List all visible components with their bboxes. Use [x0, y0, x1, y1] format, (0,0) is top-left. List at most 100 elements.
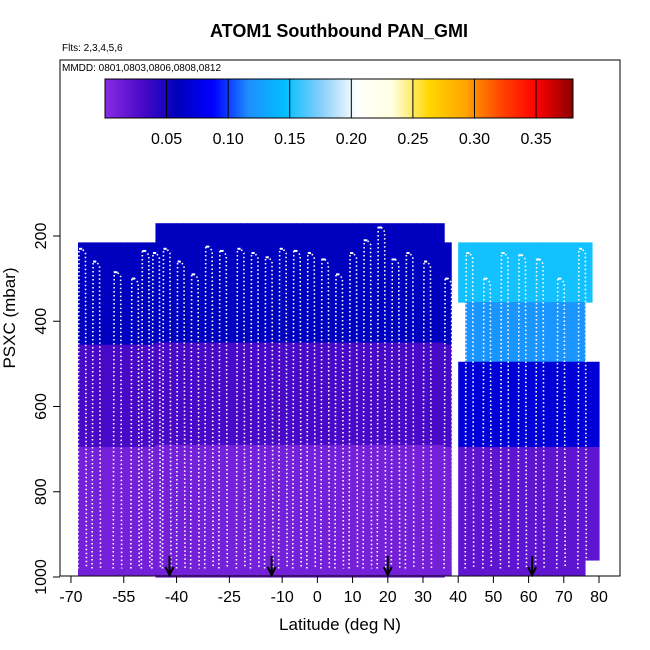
heatmap-cell [225, 402, 234, 412]
heatmap-cell [366, 351, 375, 361]
heatmap-cell [514, 549, 523, 559]
heatmap-cell [556, 412, 565, 423]
heatmap-cell [366, 342, 375, 352]
heatmap-cell [239, 351, 248, 361]
heatmap-cell [113, 387, 121, 397]
heatmap-cell [99, 404, 107, 414]
heatmap-cell [500, 464, 509, 474]
heatmap-cell [282, 231, 290, 241]
heatmap-cell [204, 299, 213, 310]
heatmap-cell [197, 299, 206, 310]
heatmap-cell [218, 223, 227, 233]
heatmap-cell [211, 538, 220, 548]
heatmap-cell [437, 547, 445, 557]
heatmap-cell [387, 299, 396, 310]
heatmap-cell [190, 555, 199, 565]
heatmap-cell [458, 472, 466, 482]
heatmap-cell [352, 496, 361, 506]
heatmap-cell [275, 308, 283, 318]
heatmap-cell [521, 310, 530, 320]
heatmap-cell [92, 344, 100, 354]
heatmap-cell [296, 513, 304, 523]
heatmap-cell [486, 395, 494, 405]
heatmap-cell [479, 370, 487, 380]
heatmap-cell [359, 316, 368, 327]
heatmap-cell [556, 446, 565, 457]
heatmap-cell [542, 336, 551, 346]
heatmap-cell [430, 504, 438, 514]
heatmap-cell [169, 521, 178, 531]
heatmap-cell [303, 316, 311, 327]
heatmap-cell [190, 564, 199, 574]
heatmap-cell [92, 378, 100, 388]
heatmap-cell [493, 412, 502, 423]
heatmap-cell [261, 496, 269, 506]
heatmap-cell [324, 308, 333, 318]
heatmap-cell [169, 325, 178, 335]
heatmap-cell [479, 259, 487, 269]
heatmap-cell [408, 538, 417, 548]
heatmap-cell [549, 481, 558, 491]
heatmap-cell [345, 385, 354, 395]
heatmap-cell [99, 557, 107, 567]
heatmap-cell [444, 361, 452, 371]
heatmap-cell [282, 564, 290, 574]
heatmap-cell [218, 316, 227, 327]
heatmap-cell [218, 257, 227, 267]
heatmap-cell [282, 538, 290, 548]
heatmap-cell [127, 267, 135, 278]
heatmap-cell [324, 436, 333, 446]
heatmap-cell [225, 385, 234, 395]
heatmap-cell [415, 359, 424, 369]
heatmap-cell [106, 549, 114, 559]
heatmap-cell [78, 464, 86, 474]
heatmap-cell [359, 504, 368, 514]
heatmap-cell [155, 487, 164, 497]
heatmap-cell [338, 325, 347, 335]
heatmap-cell [204, 538, 213, 548]
heatmap-cell [113, 319, 121, 329]
heatmap-cell [268, 538, 276, 548]
heatmap-cell [282, 530, 290, 540]
heatmap-cell [514, 370, 523, 380]
heatmap-cell [148, 412, 157, 423]
heatmap-cell [155, 521, 164, 531]
heatmap-cell [507, 464, 516, 474]
heatmap-cell [218, 419, 227, 429]
heatmap-cell [430, 410, 438, 420]
heatmap-cell [183, 351, 192, 361]
heatmap-cell [183, 530, 192, 540]
heatmap-cell [78, 455, 86, 465]
heatmap-cell [289, 402, 297, 412]
heatmap-cell [422, 368, 431, 378]
heatmap-cell [521, 489, 530, 499]
heatmap-cell [120, 429, 128, 440]
heatmap-cell [507, 412, 516, 423]
heatmap-cell [591, 506, 600, 516]
heatmap-cell [387, 513, 396, 523]
heatmap-cell [437, 240, 445, 250]
heatmap-cell [549, 361, 558, 371]
heatmap-cell [261, 453, 269, 463]
heatmap-cell [415, 436, 424, 446]
heatmap-cell [584, 515, 593, 525]
heatmap-cell [415, 265, 424, 275]
heatmap-cell [78, 378, 86, 388]
heatmap-cell [394, 564, 403, 574]
heatmap-cell [507, 250, 516, 261]
heatmap-cell [317, 444, 326, 454]
heatmap-cell [232, 376, 241, 386]
heatmap-cell [162, 240, 171, 250]
heatmap-cell [106, 276, 114, 286]
heatmap-cell [232, 385, 241, 395]
heatmap-cell [331, 325, 340, 335]
heatmap-cell [507, 404, 516, 414]
heatmap-cell [493, 259, 502, 269]
heatmap-cell [282, 274, 290, 284]
heatmap-cell [394, 555, 403, 565]
heatmap-cell [415, 299, 424, 310]
heatmap-cell [486, 302, 494, 312]
heatmap-cell [148, 344, 157, 354]
heatmap-cell [366, 461, 375, 472]
heatmap-cell [591, 523, 600, 533]
